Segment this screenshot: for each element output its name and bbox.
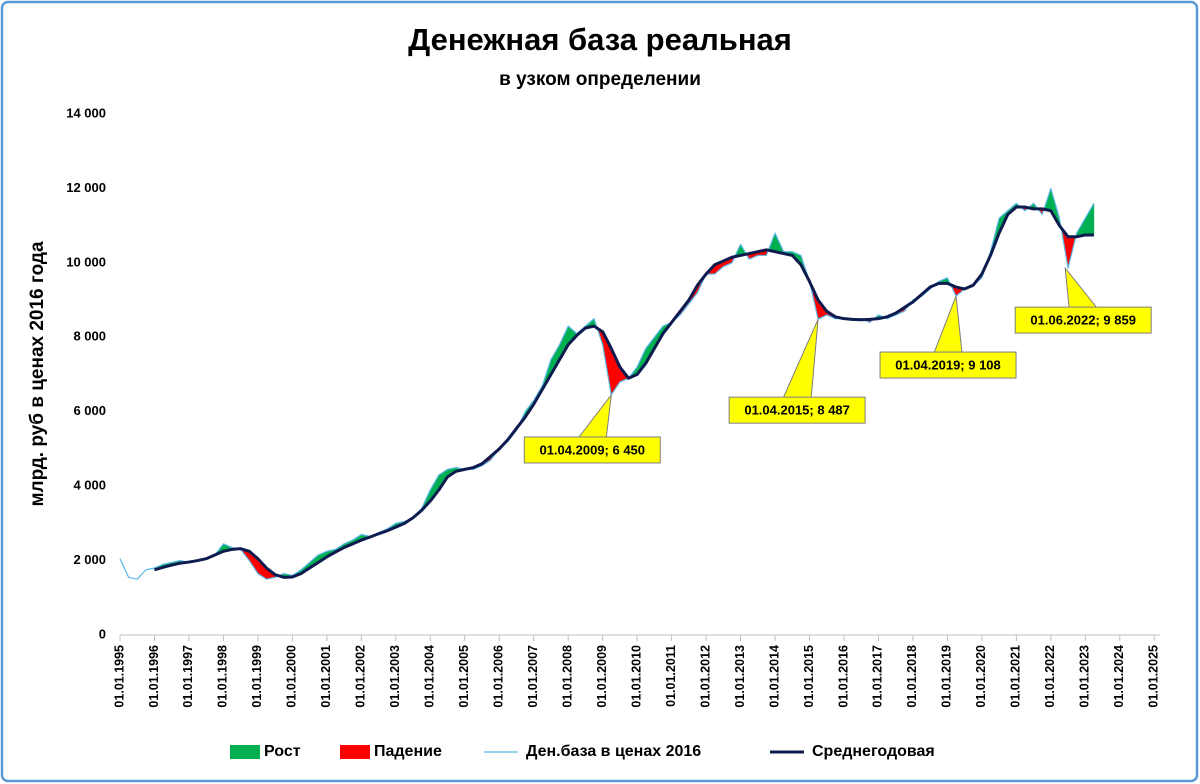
y-tick-label: 6 000 (73, 403, 106, 418)
y-tick-label: 0 (99, 626, 106, 641)
x-tick-label: 01.01.2002 (354, 645, 368, 708)
callout-box (1014, 306, 1152, 334)
x-tick-label: 01.01.2008 (560, 645, 574, 708)
x-tick-label: 01.01.2015 (802, 645, 816, 708)
y-tick-label: 4 000 (73, 478, 106, 493)
x-tick-label: 01.01.2016 (836, 645, 850, 708)
legend-swatch (340, 745, 370, 759)
y-tick-label: 14 000 (66, 105, 106, 120)
x-tick-label: 01.01.1997 (181, 645, 195, 708)
x-tick-label: 01.01.2003 (388, 645, 402, 708)
x-tick-label: 01.01.2025 (1147, 645, 1161, 708)
legend-label: Среднегодовая (812, 743, 935, 760)
y-tick-label: 12 000 (66, 180, 106, 195)
x-tick-label: 01.01.2000 (285, 645, 299, 708)
legend-label: Рост (264, 743, 301, 760)
x-tick-label: 01.01.2011 (664, 645, 678, 707)
legend-swatch (230, 745, 260, 759)
x-tick-label: 01.01.2012 (698, 645, 712, 708)
x-tick-label: 01.01.1996 (147, 645, 161, 708)
x-tick-label: 01.01.2009 (595, 645, 609, 708)
x-tick-label: 01.01.2006 (492, 645, 506, 708)
x-tick-label: 01.01.2023 (1078, 645, 1092, 708)
chart-subtitle: в узком определении (499, 69, 701, 90)
legend-label: Падение (374, 743, 442, 760)
x-tick-label: 01.01.2005 (457, 645, 471, 708)
legend-label: Ден.база в ценах 2016 (526, 743, 701, 760)
annotation-label: 01.04.2019; 9 108 (895, 357, 1001, 372)
x-tick-label: 01.01.2004 (423, 645, 437, 708)
x-tick-label: 01.01.2019 (940, 645, 954, 708)
x-tick-label: 01.01.2017 (871, 645, 885, 708)
x-tick-label: 01.01.2024 (1112, 645, 1126, 708)
callout-box (879, 351, 1017, 379)
y-tick-label: 2 000 (73, 552, 106, 567)
y-tick-label: 8 000 (73, 329, 106, 344)
x-tick-label: 01.01.2001 (319, 645, 333, 708)
chart-title: Денежная база реальная (408, 22, 792, 57)
annotation-label: 01.06.2022; 9 859 (1030, 313, 1136, 328)
x-tick-label: 01.01.1995 (112, 645, 126, 708)
annotation-label: 01.04.2015; 8 487 (744, 403, 850, 418)
line-series (154, 205, 1094, 579)
x-tick-label: 01.01.2007 (526, 645, 540, 708)
x-tick-label: 01.01.2014 (767, 645, 781, 708)
annotation-label: 01.04.2009; 6 450 (539, 442, 645, 457)
x-tick-label: 01.01.2018 (905, 645, 919, 708)
y-tick-label: 10 000 (66, 254, 106, 269)
x-tick-label: 01.01.2010 (629, 645, 643, 708)
y-axis-label: млрд. руб в ценах 2016 года (27, 241, 48, 507)
x-tick-label: 01.01.2022 (1043, 645, 1057, 708)
x-tick-label: 01.01.1999 (250, 645, 264, 708)
x-tick-label: 01.01.2013 (733, 645, 747, 708)
callout-box (523, 436, 661, 464)
x-tick-label: 01.01.2020 (974, 645, 988, 708)
callout-box (728, 396, 866, 424)
x-tick-label: 01.01.1998 (216, 645, 230, 708)
x-tick-label: 01.01.2021 (1009, 645, 1023, 708)
